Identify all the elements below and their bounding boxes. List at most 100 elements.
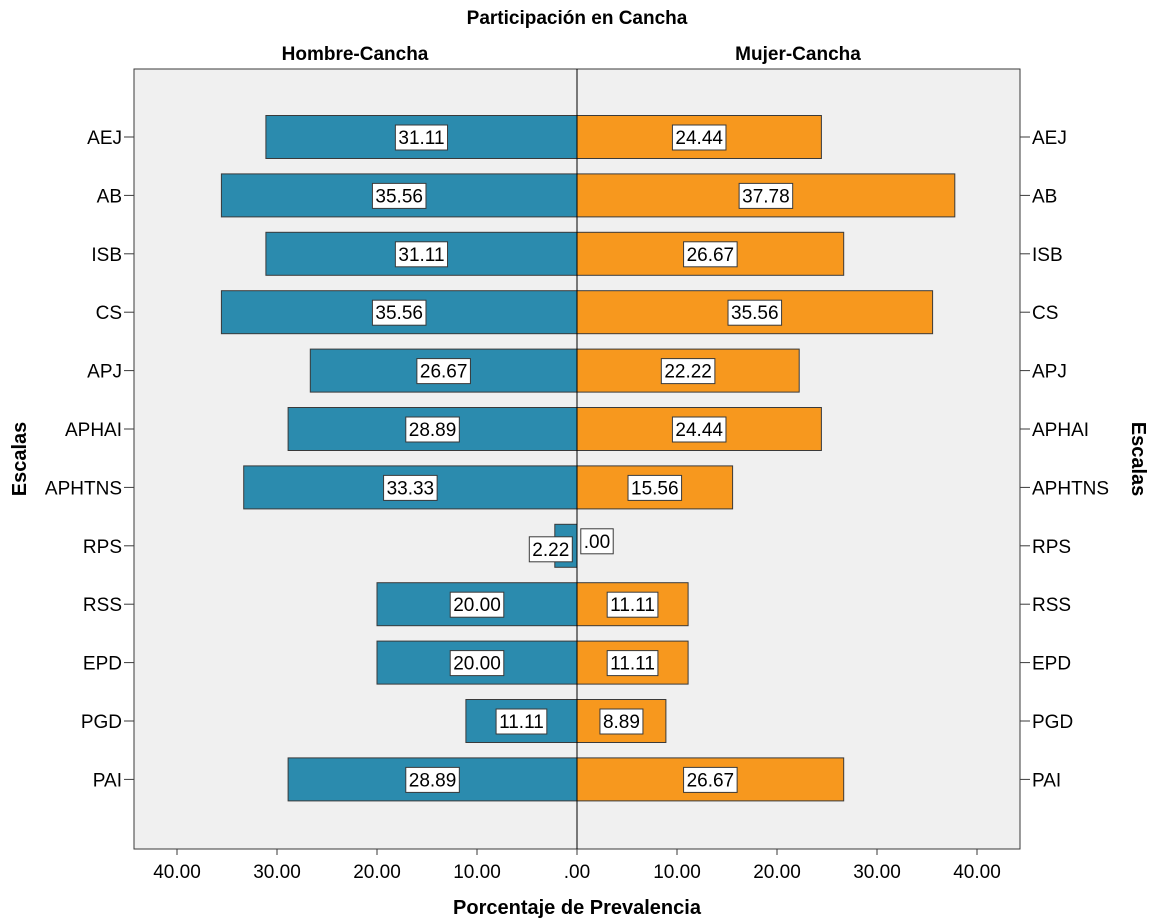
category-label-right-rps: RPS — [1032, 537, 1071, 558]
value-label-text: 15.56 — [631, 478, 679, 499]
category-label-right-ab: AB — [1032, 186, 1057, 207]
category-label-right-pai: PAI — [1032, 770, 1061, 791]
x-tick-label-left: 20.00 — [353, 862, 401, 883]
value-label-text: 33.33 — [387, 478, 435, 499]
x-tick-label-left: 30.00 — [253, 862, 301, 883]
chart-title: Participación en Cancha — [467, 8, 688, 29]
value-label-box — [371, 182, 427, 209]
value-label-hombre-apj: 26.67 — [416, 358, 471, 385]
value-label-text: 11.11 — [610, 595, 655, 616]
category-label-left-pgd: PGD — [81, 712, 122, 733]
category-label-right-apj: APJ — [1032, 362, 1067, 383]
value-label-mujer-pai: 26.67 — [683, 766, 738, 793]
value-label-box — [371, 299, 427, 326]
category-label-right-cs: CS — [1032, 303, 1058, 324]
bar-hombre-aphtns — [243, 465, 578, 510]
value-label-text: 24.44 — [675, 128, 723, 149]
value-label-box — [528, 536, 573, 563]
value-label-text: 31.11 — [398, 245, 444, 266]
value-label-text: 35.56 — [731, 303, 779, 324]
category-label-right-epd: EPD — [1032, 654, 1071, 675]
value-label-mujer-ab: 37.78 — [738, 182, 794, 209]
category-label-left-pai: PAI — [93, 770, 122, 791]
value-label-box — [738, 182, 794, 209]
x-tick-label-right: 30.00 — [853, 862, 901, 883]
value-label-text: 37.78 — [742, 186, 790, 207]
value-label-mujer-aphtns: 15.56 — [627, 474, 683, 501]
bar-mujer-aphtns — [576, 465, 734, 510]
value-label-text: 35.56 — [375, 303, 423, 324]
value-label-text: 11.11 — [499, 712, 544, 733]
bar-hombre-cs — [220, 290, 578, 335]
value-label-text: 20.00 — [453, 595, 501, 616]
value-label-text: 8.89 — [603, 712, 640, 733]
value-label-mujer-rps: .00 — [580, 528, 614, 555]
right-panel-title: Mujer-Cancha — [735, 44, 861, 65]
category-label-left-aphai: APHAI — [65, 420, 122, 441]
value-label-box — [606, 650, 659, 677]
value-label-hombre-aphtns: 33.33 — [383, 474, 438, 501]
value-label-text: 31.11 — [398, 128, 444, 149]
value-label-mujer-cs: 35.56 — [727, 299, 783, 326]
value-label-text: 24.44 — [675, 420, 723, 441]
bars-layer — [220, 115, 956, 802]
value-label-box — [405, 766, 460, 793]
value-label-box — [416, 358, 471, 385]
value-label-hombre-aphai: 28.89 — [405, 416, 460, 443]
value-label-box — [495, 708, 548, 735]
category-label-left-apj: APJ — [87, 362, 122, 383]
value-label-text: 35.56 — [375, 186, 423, 207]
y-axis-title-right: Escalas — [1127, 422, 1149, 497]
value-label-text: 26.67 — [420, 362, 468, 383]
value-label-hombre-cs: 35.56 — [371, 299, 427, 326]
value-label-box — [394, 241, 449, 268]
value-label-mujer-aej: 24.44 — [671, 124, 727, 151]
value-label-hombre-isb: 31.11 — [394, 241, 449, 268]
value-label-text: 20.00 — [453, 654, 501, 675]
category-label-right-rss: RSS — [1032, 595, 1071, 616]
value-label-text: 28.89 — [409, 770, 457, 791]
category-label-right-aej: AEJ — [1032, 128, 1067, 149]
value-label-box — [599, 708, 644, 735]
value-label-mujer-apj: 22.22 — [660, 358, 716, 385]
value-label-hombre-ab: 35.56 — [371, 182, 427, 209]
value-label-hombre-rss: 20.00 — [449, 591, 505, 618]
category-label-left-aej: AEJ — [87, 128, 122, 149]
value-label-text: 28.89 — [409, 420, 457, 441]
value-label-box — [671, 416, 727, 443]
value-label-hombre-rps: 2.22 — [528, 536, 573, 563]
category-label-left-cs: CS — [96, 303, 122, 324]
left-panel-title: Hombre-Cancha — [282, 44, 429, 65]
category-label-left-epd: EPD — [83, 654, 122, 675]
category-label-right-aphtns: APHTNS — [1032, 478, 1109, 499]
value-label-mujer-pgd: 8.89 — [599, 708, 644, 735]
value-label-box — [660, 358, 716, 385]
value-label-hombre-pai: 28.89 — [405, 766, 460, 793]
value-label-text: 2.22 — [532, 540, 569, 561]
value-label-box — [606, 591, 659, 618]
value-label-box — [627, 474, 683, 501]
category-label-left-isb: ISB — [91, 245, 122, 266]
value-label-box — [683, 766, 738, 793]
category-label-left-rps: RPS — [83, 537, 122, 558]
value-label-mujer-epd: 11.11 — [606, 650, 659, 677]
x-tick-label-left: .00 — [564, 862, 590, 883]
value-label-box — [394, 124, 449, 151]
value-label-box — [671, 124, 727, 151]
category-label-left-ab: AB — [97, 186, 122, 207]
value-label-box — [405, 416, 460, 443]
value-label-hombre-aej: 31.11 — [394, 124, 449, 151]
labels-layer: 31.11 24.44 35.56 37.78 31.11 26.67 35.56 35.56… — [371, 124, 794, 793]
value-label-text: 26.67 — [687, 245, 735, 266]
value-label-box — [683, 241, 738, 268]
value-label-box — [449, 591, 505, 618]
value-label-text: 22.22 — [664, 362, 712, 383]
x-tick-label-left: 40.00 — [153, 862, 201, 883]
y-axis-title-left: Escalas — [9, 422, 31, 497]
category-label-left-rss: RSS — [83, 595, 122, 616]
value-label-box — [580, 528, 614, 555]
category-label-right-isb: ISB — [1032, 245, 1063, 266]
category-label-right-pgd: PGD — [1032, 712, 1073, 733]
value-label-box — [727, 299, 783, 326]
